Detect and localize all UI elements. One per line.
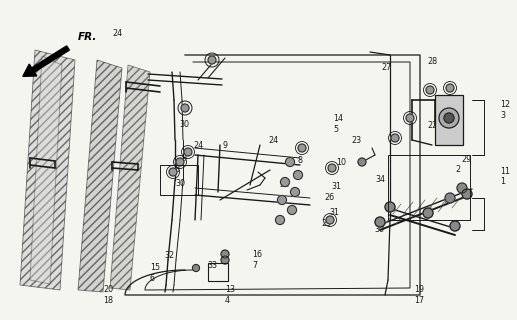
Text: 23: 23 bbox=[352, 136, 362, 145]
Text: 26: 26 bbox=[325, 193, 335, 202]
Circle shape bbox=[291, 188, 299, 196]
Circle shape bbox=[358, 158, 366, 166]
Circle shape bbox=[221, 256, 229, 264]
Text: 24: 24 bbox=[194, 141, 204, 150]
Circle shape bbox=[426, 86, 434, 94]
Circle shape bbox=[221, 250, 229, 258]
Text: 6: 6 bbox=[150, 274, 155, 283]
Circle shape bbox=[385, 202, 395, 212]
Circle shape bbox=[462, 189, 472, 199]
Circle shape bbox=[285, 157, 295, 166]
Text: 9: 9 bbox=[182, 154, 187, 163]
Text: 8: 8 bbox=[297, 156, 302, 164]
Circle shape bbox=[294, 171, 302, 180]
Circle shape bbox=[446, 84, 454, 92]
Bar bbox=[435, 95, 463, 145]
Circle shape bbox=[287, 205, 297, 214]
Circle shape bbox=[328, 164, 336, 172]
Bar bbox=[160, 165, 198, 195]
Circle shape bbox=[457, 183, 467, 193]
Text: 5: 5 bbox=[333, 125, 339, 134]
Text: 31: 31 bbox=[330, 208, 340, 217]
Circle shape bbox=[278, 196, 286, 204]
Circle shape bbox=[450, 221, 460, 231]
Polygon shape bbox=[30, 56, 62, 284]
Bar bbox=[388, 155, 470, 220]
Text: 15: 15 bbox=[150, 263, 160, 272]
Circle shape bbox=[406, 114, 414, 122]
Circle shape bbox=[391, 134, 399, 142]
Circle shape bbox=[326, 216, 334, 224]
Text: 19: 19 bbox=[415, 285, 425, 294]
Circle shape bbox=[176, 158, 184, 166]
Circle shape bbox=[375, 217, 385, 227]
Text: 13: 13 bbox=[225, 285, 235, 294]
Circle shape bbox=[281, 178, 290, 187]
Text: 30: 30 bbox=[374, 225, 384, 234]
Text: 9: 9 bbox=[222, 141, 227, 150]
Text: 33: 33 bbox=[207, 261, 217, 270]
Circle shape bbox=[208, 56, 216, 64]
Text: 29: 29 bbox=[461, 155, 472, 164]
Text: 24: 24 bbox=[113, 29, 123, 38]
Text: 27: 27 bbox=[382, 63, 392, 72]
Text: 18: 18 bbox=[103, 296, 113, 305]
Text: 8: 8 bbox=[175, 165, 180, 174]
Text: FR.: FR. bbox=[78, 32, 97, 42]
Circle shape bbox=[192, 265, 200, 271]
Circle shape bbox=[181, 104, 189, 112]
Text: 3: 3 bbox=[500, 111, 506, 120]
Text: 16: 16 bbox=[252, 250, 262, 259]
Text: 17: 17 bbox=[415, 296, 425, 305]
Text: 31: 31 bbox=[332, 182, 342, 191]
FancyArrow shape bbox=[23, 46, 69, 76]
Polygon shape bbox=[110, 65, 150, 290]
Text: 30: 30 bbox=[176, 179, 186, 188]
Text: 1: 1 bbox=[500, 177, 506, 186]
Text: 30: 30 bbox=[180, 120, 190, 129]
Text: 2: 2 bbox=[455, 165, 460, 174]
Text: 4: 4 bbox=[225, 296, 230, 305]
Circle shape bbox=[298, 144, 306, 152]
Text: 22: 22 bbox=[427, 121, 437, 130]
Text: 12: 12 bbox=[500, 100, 511, 109]
Circle shape bbox=[445, 193, 455, 203]
Circle shape bbox=[184, 148, 192, 156]
Polygon shape bbox=[20, 50, 75, 290]
Text: 25: 25 bbox=[322, 220, 332, 228]
Polygon shape bbox=[78, 60, 122, 292]
Text: 11: 11 bbox=[500, 167, 510, 176]
Text: 28: 28 bbox=[427, 57, 437, 66]
Circle shape bbox=[169, 168, 177, 176]
Text: 32: 32 bbox=[164, 251, 175, 260]
Bar bbox=[208, 263, 228, 281]
Text: 21: 21 bbox=[279, 180, 290, 188]
Text: 20: 20 bbox=[103, 285, 114, 294]
Text: 10: 10 bbox=[336, 158, 346, 167]
Text: 24: 24 bbox=[269, 136, 279, 145]
Text: 34: 34 bbox=[375, 175, 385, 184]
Text: 7: 7 bbox=[252, 261, 257, 270]
Circle shape bbox=[444, 113, 454, 123]
Circle shape bbox=[439, 108, 459, 128]
Text: 14: 14 bbox=[333, 114, 343, 123]
Circle shape bbox=[423, 208, 433, 218]
Circle shape bbox=[276, 215, 284, 225]
